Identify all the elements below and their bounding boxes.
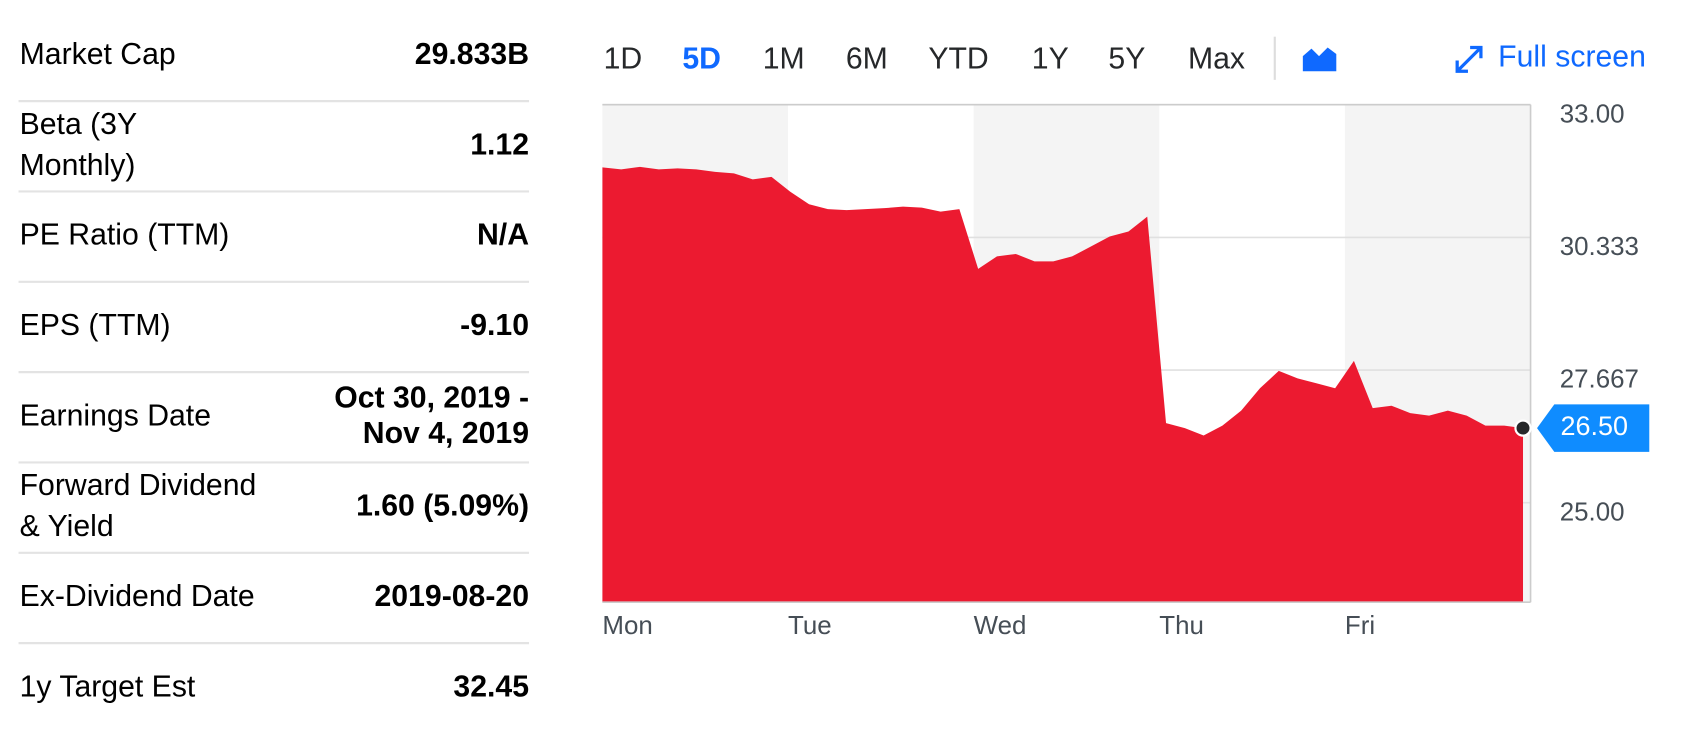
stat-value: 1.12 xyxy=(470,128,529,161)
stat-label: Monthly) xyxy=(20,149,136,182)
range-tab[interactable]: YTD xyxy=(928,42,988,75)
stat-value: -9.10 xyxy=(460,309,529,342)
stat-value: 1.60 (5.09%) xyxy=(356,490,529,523)
stat-label: Market Cap xyxy=(20,38,176,71)
stat-label: PE Ratio (TTM) xyxy=(20,219,230,252)
range-tab[interactable]: 1Y xyxy=(1032,42,1069,75)
x-tick-label: Thu xyxy=(1159,612,1204,640)
range-tab[interactable]: 1M xyxy=(763,42,805,75)
stat-value: N/A xyxy=(477,219,529,252)
stat-value: 32.45 xyxy=(453,670,529,703)
full-screen-button[interactable]: Full screen xyxy=(1498,40,1646,73)
stat-label: EPS (TTM) xyxy=(20,309,171,342)
stat-label: 1y Target Est xyxy=(20,670,196,703)
price-callout-label: 26.50 xyxy=(1560,411,1628,441)
stat-label: Beta (3Y xyxy=(20,108,138,141)
range-tab[interactable]: 5Y xyxy=(1108,42,1145,75)
x-tick-label: Wed xyxy=(974,612,1027,640)
x-tick-label: Fri xyxy=(1345,612,1375,640)
range-tab[interactable]: 5D xyxy=(682,42,721,75)
last-point xyxy=(1514,419,1532,437)
price-area xyxy=(602,166,1524,603)
range-tab[interactable]: 6M xyxy=(846,42,888,75)
range-tab[interactable]: Max xyxy=(1188,42,1245,75)
y-tick-label: 33.00 xyxy=(1560,100,1625,128)
stat-label: Earnings Date xyxy=(20,399,211,432)
full-screen-icon[interactable] xyxy=(1455,45,1483,73)
stat-value: 2019-08-20 xyxy=(375,580,530,613)
y-tick-label: 27.667 xyxy=(1560,366,1639,394)
stat-value: 29.833B xyxy=(415,38,529,71)
stat-value: Oct 30, 2019 - xyxy=(334,381,529,414)
y-tick-label: 30.333 xyxy=(1560,233,1639,261)
chart-type-icon[interactable] xyxy=(1302,47,1337,72)
stat-value: Nov 4, 2019 xyxy=(363,417,529,450)
stat-label: Forward Dividend xyxy=(20,469,257,502)
y-tick-label: 25.00 xyxy=(1560,498,1625,526)
x-tick-label: Mon xyxy=(602,612,652,640)
stat-label: & Yield xyxy=(20,510,114,543)
stat-label: Ex-Dividend Date xyxy=(20,580,255,613)
x-tick-label: Tue xyxy=(788,612,832,640)
price-callout xyxy=(1537,404,1650,452)
range-tab[interactable]: 1D xyxy=(604,42,643,75)
